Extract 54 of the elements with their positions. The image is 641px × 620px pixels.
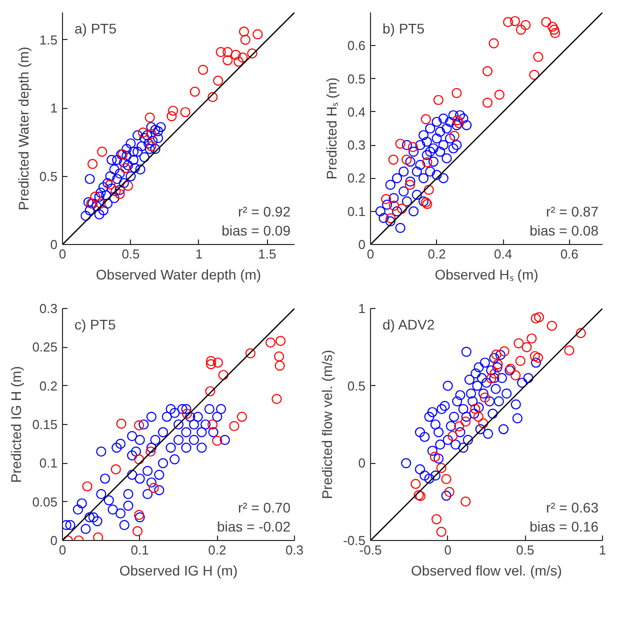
- annotation: bias = 0.16: [530, 518, 599, 534]
- annotation: bias = -0.02: [216, 518, 291, 534]
- y-tick-label: 0: [50, 237, 58, 252]
- annotation: c) PT5: [74, 316, 116, 332]
- x-tick-label: 0.5: [516, 542, 534, 558]
- annotation: r² = 0.70: [238, 500, 291, 516]
- x-axis-title: Observed Water depth (m): [96, 266, 262, 282]
- annotation: r² = 0.63: [546, 500, 599, 516]
- x-tick-label: 0.6: [560, 246, 578, 262]
- annotation: r² = 0.87: [546, 204, 599, 220]
- x-axis-title: Observed IG H (m): [119, 562, 238, 578]
- y-tick-label: 0.5: [39, 168, 58, 184]
- annotation: bias = 0.09: [222, 222, 291, 238]
- annotation: bias = 0.08: [530, 222, 599, 238]
- y-tick-label: 0.25: [32, 340, 58, 355]
- x-tick-label: 1.5: [258, 246, 276, 262]
- y-tick-label: 0.1: [347, 204, 366, 219]
- y-tick-label: 1: [50, 100, 58, 116]
- x-tick-label: 0.4: [494, 246, 512, 262]
- y-tick-label: 0.2: [39, 378, 58, 394]
- y-tick-label: -0.5: [343, 533, 366, 548]
- y-tick-label: 0.3: [347, 138, 366, 153]
- y-tick-label: 0.5: [347, 71, 366, 86]
- y-tick-label: 0: [50, 533, 58, 548]
- y-axis-title: Predicted flow vel. (m/s): [319, 350, 336, 500]
- x-tick-label: 0.3: [285, 542, 304, 558]
- x-axis-title: Observed Hₛ (m): [434, 266, 538, 282]
- y-tick-label: 0.2: [347, 170, 366, 186]
- x-tick-label: 1: [195, 246, 203, 262]
- x-tick-label: 0.5: [122, 246, 140, 262]
- annotation: a) PT5: [74, 20, 117, 36]
- y-axis-title: Predicted IG H (m): [8, 366, 24, 483]
- x-tick-label: 0.1: [130, 542, 149, 558]
- y-axis-title: Predicted Water depth (m): [15, 46, 32, 210]
- x-tick-label: 0.2: [208, 542, 226, 558]
- y-tick-label: 0.4: [347, 104, 366, 120]
- x-tick-label: 0.2: [428, 246, 446, 262]
- y-axis-title: Predicted Hₛ (m): [323, 77, 340, 180]
- x-axis-title: Observed flow vel. (m/s): [411, 562, 562, 578]
- y-tick-label: 0: [358, 456, 366, 471]
- y-tick-label: 0.3: [39, 301, 58, 316]
- annotation: b) PT5: [382, 20, 425, 36]
- y-tick-label: 1.5: [39, 32, 58, 48]
- y-tick-label: 1: [358, 301, 366, 316]
- annotation: r² = 0.92: [238, 204, 291, 220]
- y-tick-label: 0.5: [347, 378, 366, 394]
- x-tick-label: 1: [598, 542, 606, 558]
- y-tick-label: 0.1: [39, 456, 58, 471]
- annotation: d) ADV2: [382, 316, 435, 332]
- y-tick-label: 0.05: [32, 494, 58, 510]
- x-tick-label: 0: [444, 542, 452, 558]
- y-tick-label: 0.15: [32, 417, 58, 432]
- y-tick-label: 0: [358, 237, 366, 252]
- y-tick-label: 0.6: [347, 38, 366, 54]
